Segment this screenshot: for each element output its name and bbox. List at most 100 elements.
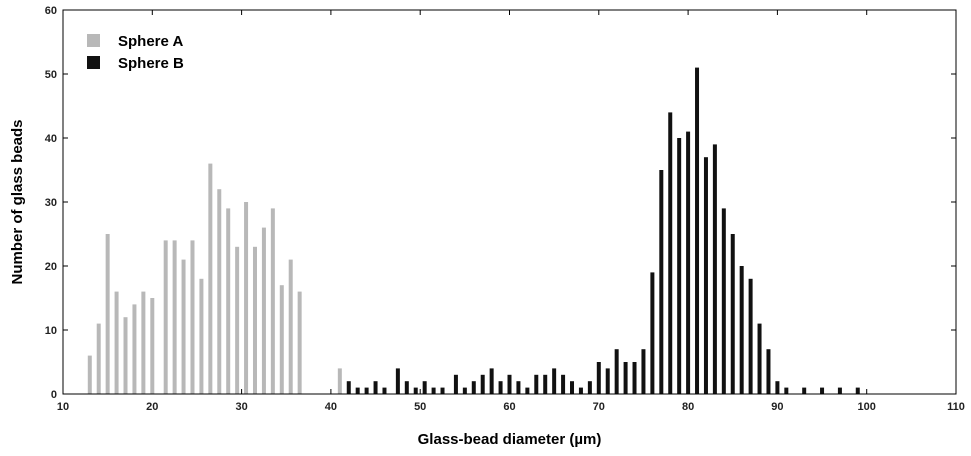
bar bbox=[217, 189, 222, 394]
bar bbox=[141, 291, 146, 394]
bar bbox=[703, 157, 708, 394]
bar bbox=[132, 304, 137, 394]
bar bbox=[578, 387, 583, 394]
x-axis-title: Glass-bead diameter (µm) bbox=[418, 431, 602, 448]
plot-frame bbox=[62, 9, 957, 395]
series-sphere-b bbox=[346, 67, 860, 395]
x-tick-label: 20 bbox=[146, 401, 158, 413]
bar bbox=[373, 381, 378, 394]
y-axis-title: Number of glass beads bbox=[9, 119, 26, 284]
bar bbox=[712, 144, 717, 394]
bar bbox=[721, 208, 726, 394]
y-axis-ticks: 0 10 20 30 40 50 60 bbox=[45, 5, 956, 401]
bar bbox=[199, 278, 204, 394]
bar bbox=[172, 240, 177, 394]
bar bbox=[208, 163, 213, 394]
x-axis-ticks: 10 20 30 40 50 60 70 80 90 100 110 bbox=[57, 10, 965, 413]
bar bbox=[623, 362, 628, 394]
bar bbox=[498, 381, 503, 394]
bar bbox=[355, 387, 360, 394]
y-tick-label: 50 bbox=[45, 69, 57, 81]
bar bbox=[252, 246, 257, 394]
bar bbox=[525, 387, 530, 394]
x-tick-label: 30 bbox=[235, 401, 247, 413]
bar bbox=[471, 381, 476, 394]
bar bbox=[413, 387, 418, 394]
x-tick-label: 110 bbox=[947, 401, 965, 413]
bar-series-group bbox=[87, 67, 860, 395]
bar bbox=[395, 368, 400, 394]
bar bbox=[114, 291, 119, 394]
bar bbox=[489, 368, 494, 394]
bar bbox=[516, 381, 521, 394]
x-tick-label: 50 bbox=[414, 401, 426, 413]
bar bbox=[96, 323, 101, 394]
bar bbox=[235, 246, 240, 394]
y-tick-label: 40 bbox=[45, 133, 57, 145]
y-tick-label: 10 bbox=[45, 325, 57, 337]
bar bbox=[605, 368, 610, 394]
legend: Sphere A Sphere B bbox=[87, 33, 184, 72]
bar bbox=[431, 387, 436, 394]
bar bbox=[632, 362, 637, 394]
x-tick-label: 60 bbox=[503, 401, 515, 413]
bar bbox=[570, 381, 575, 394]
y-tick-label: 20 bbox=[45, 261, 57, 273]
bar bbox=[641, 349, 646, 394]
bar bbox=[123, 317, 128, 394]
bar bbox=[181, 259, 186, 394]
y-tick-label: 30 bbox=[45, 197, 57, 209]
bar bbox=[480, 374, 485, 394]
bar bbox=[587, 381, 592, 394]
x-tick-label: 80 bbox=[682, 401, 694, 413]
legend-swatch bbox=[87, 56, 100, 69]
bar bbox=[739, 266, 744, 394]
bar bbox=[163, 240, 168, 394]
bar bbox=[677, 138, 682, 394]
bar bbox=[382, 387, 387, 394]
bar bbox=[422, 381, 427, 394]
x-tick-label: 70 bbox=[593, 401, 605, 413]
bar bbox=[614, 349, 619, 394]
y-tick-label: 0 bbox=[51, 389, 57, 401]
legend-label: Sphere B bbox=[118, 55, 184, 72]
bar bbox=[244, 202, 249, 394]
bar bbox=[757, 323, 762, 394]
bar bbox=[404, 381, 409, 394]
bar bbox=[543, 374, 548, 394]
bar bbox=[766, 349, 771, 394]
bar bbox=[279, 285, 284, 394]
bar bbox=[190, 240, 195, 394]
bar bbox=[561, 374, 566, 394]
bar bbox=[748, 278, 753, 394]
bar bbox=[534, 374, 539, 394]
bar bbox=[297, 291, 302, 394]
bar bbox=[270, 208, 275, 394]
bar bbox=[695, 67, 700, 394]
bar bbox=[837, 387, 842, 394]
bar bbox=[775, 381, 780, 394]
bar bbox=[440, 387, 445, 394]
legend-label: Sphere A bbox=[118, 33, 183, 50]
legend-swatch bbox=[87, 34, 100, 47]
bar bbox=[507, 374, 512, 394]
bar bbox=[346, 381, 351, 394]
bar bbox=[150, 298, 155, 394]
bar bbox=[364, 387, 369, 394]
bar bbox=[650, 272, 655, 394]
x-tick-label: 100 bbox=[858, 401, 876, 413]
bar bbox=[462, 387, 467, 394]
bar bbox=[784, 387, 789, 394]
bar bbox=[802, 387, 807, 394]
bar bbox=[226, 208, 231, 394]
x-tick-label: 40 bbox=[325, 401, 337, 413]
bar bbox=[659, 170, 664, 394]
bar bbox=[596, 362, 601, 394]
bar bbox=[855, 387, 860, 394]
bar bbox=[686, 131, 691, 394]
bar bbox=[552, 368, 557, 394]
bar bbox=[87, 355, 92, 394]
bar bbox=[261, 227, 266, 394]
bar bbox=[105, 234, 110, 394]
